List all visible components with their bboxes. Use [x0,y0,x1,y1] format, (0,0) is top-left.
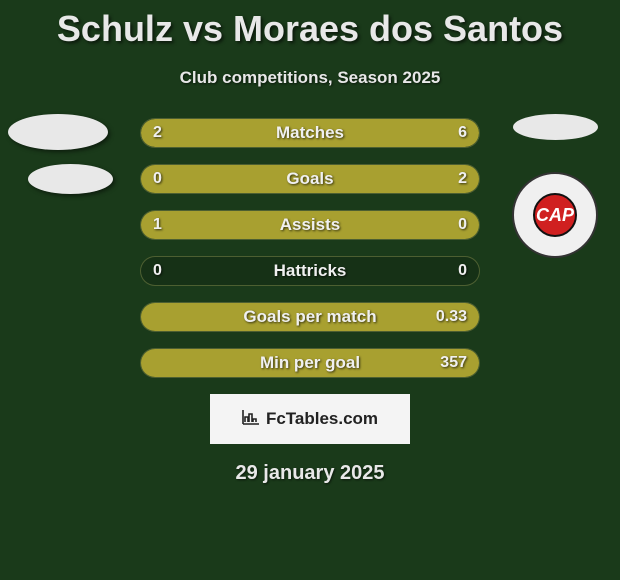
player-right-club-logo: CAP [512,172,598,258]
stat-label: Min per goal [141,349,479,377]
page-title: Schulz vs Moraes dos Santos [0,0,620,50]
stat-value-right: 6 [458,119,467,147]
brand-box[interactable]: FcTables.com [210,394,410,444]
stat-value-right: 0 [458,257,467,285]
player-left-club-placeholder [28,164,113,194]
stat-label: Matches [141,119,479,147]
stat-value-right: 0.33 [436,303,467,331]
stat-value-right: 2 [458,165,467,193]
page-subtitle: Club competitions, Season 2025 [0,68,620,88]
stat-label: Goals [141,165,479,193]
stat-row: 0Hattricks0 [140,256,480,286]
stat-value-right: 357 [440,349,467,377]
stat-row: 0Goals2 [140,164,480,194]
stat-row: Min per goal357 [140,348,480,378]
stats-bars-container: 2Matches60Goals21Assists00Hattricks0Goal… [140,118,480,378]
club-logo-core: CAP [533,193,577,237]
stats-area: CAP 2Matches60Goals21Assists00Hattricks0… [0,118,620,378]
player-left-avatar-placeholder [8,114,108,150]
stat-row: Goals per match0.33 [140,302,480,332]
chart-icon [242,409,260,430]
date-line: 29 january 2025 [0,462,620,485]
stat-label: Goals per match [141,303,479,331]
stat-row: 2Matches6 [140,118,480,148]
stat-label: Hattricks [141,257,479,285]
player-right-avatar-placeholder [513,114,598,140]
stat-value-right: 0 [458,211,467,239]
stat-label: Assists [141,211,479,239]
stat-row: 1Assists0 [140,210,480,240]
brand-label: FcTables.com [266,409,378,429]
